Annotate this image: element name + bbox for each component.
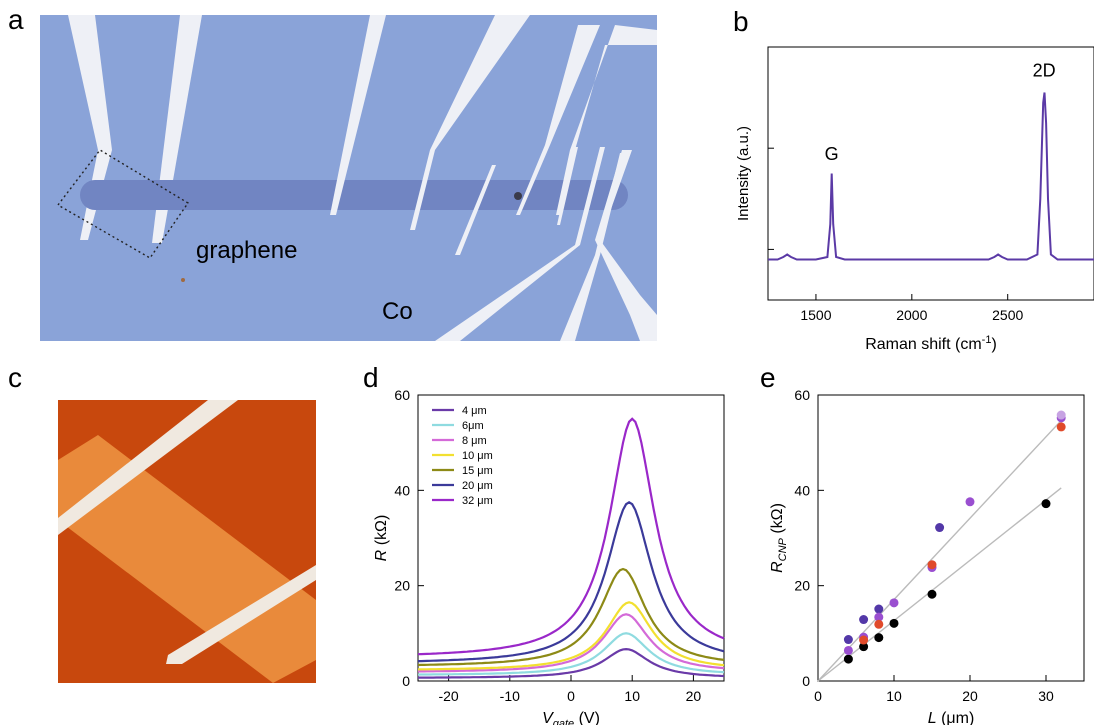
micrograph-image (40, 15, 657, 341)
fit-line (817, 487, 1062, 682)
y-axis-label: RCNP (kΩ) (769, 503, 789, 573)
graphene-stripe (58, 435, 316, 683)
graphene-label: graphene (196, 237, 298, 264)
legend-label: 20 μm (462, 480, 493, 492)
data-point (843, 654, 853, 664)
rcnp-length-chart: 0 10 20 30 0 20 40 60 L (μm) RCNP (kΩ) (769, 387, 1085, 725)
x-tick-label: 2000 (896, 307, 927, 323)
y-tick-label: 60 (394, 387, 410, 403)
y-tick-label: 20 (394, 578, 410, 594)
legend-label: 8 μm (462, 435, 487, 447)
panel-a-letter: a (8, 4, 24, 35)
electrode (166, 565, 316, 664)
x-tick-label: -20 (438, 688, 458, 704)
data-point (874, 633, 884, 643)
y-tick-label: 40 (794, 482, 810, 498)
co-label: Co (382, 298, 413, 325)
series-line (417, 567, 725, 667)
particle (181, 278, 185, 282)
x-tick-label: 20 (962, 688, 978, 704)
x-axis-label: Vgate (V) (542, 710, 600, 725)
y-tick-label: 60 (794, 387, 810, 403)
raman-chart: 1500 2000 2500 G 2D Raman shift (cm-1) Intensi… (735, 46, 1094, 353)
x-tick-label: 10 (886, 688, 902, 704)
y-axis-label: R (kΩ) (373, 515, 390, 562)
legend-label: 10 μm (462, 450, 493, 462)
electrode (58, 400, 238, 535)
data-point (874, 619, 884, 629)
data-point (965, 497, 975, 507)
electrode (330, 15, 386, 215)
electrode (556, 25, 657, 215)
y-axis-label: Intensity (a.u.) (735, 126, 752, 221)
substrate (40, 15, 657, 341)
data-point (843, 645, 853, 655)
data-point (1041, 499, 1051, 509)
data-point (874, 604, 884, 614)
data-point (874, 612, 884, 622)
panel-e-letter: e (760, 362, 776, 393)
y-tick-label: 40 (394, 482, 410, 498)
electrode (595, 150, 657, 341)
data-point (843, 635, 853, 645)
data-point (1056, 410, 1066, 420)
y-tick-label: 0 (802, 673, 810, 689)
panel-d-letter: d (363, 362, 379, 393)
afm-image (58, 400, 316, 683)
data-point (889, 618, 899, 628)
panel-b-letter: b (733, 6, 749, 37)
legend-label: 6μm (462, 420, 484, 432)
y-tick-label: 20 (794, 578, 810, 594)
selection-box (56, 149, 189, 259)
electrode (557, 147, 578, 225)
series-line (417, 601, 725, 671)
x-tick-label: 2500 (992, 307, 1023, 323)
data-point (927, 589, 937, 599)
particle (514, 192, 522, 200)
x-tick-label: 20 (686, 688, 702, 704)
data-point (859, 642, 869, 652)
legend-label: 32 μm (462, 495, 493, 507)
electrode (516, 25, 600, 215)
data-point (927, 560, 937, 570)
spectrum-line (768, 92, 1094, 261)
fit-line (817, 415, 1066, 682)
x-tick-label: 0 (567, 688, 575, 704)
x-axis-label: Raman shift (cm-1) (865, 334, 997, 353)
series-line (417, 632, 725, 676)
data-point (859, 635, 869, 645)
legend-label: 15 μm (462, 465, 493, 477)
data-point (935, 523, 945, 533)
data-point (889, 598, 899, 608)
series-line (418, 613, 725, 673)
data-point (1056, 422, 1066, 432)
y-tick-label: 0 (402, 673, 410, 689)
x-axis-label: L (μm) (928, 710, 975, 725)
peak-label: 2D (1033, 60, 1056, 80)
x-tick-label: 1500 (800, 307, 831, 323)
x-tick-label: 0 (814, 688, 822, 704)
legend-label: 4 μm (462, 405, 487, 417)
electrode (455, 165, 496, 255)
peak-label: G (825, 144, 839, 164)
series-line (418, 501, 725, 663)
resistance-gate-chart: -20 -10 0 10 20 0 20 40 60 4 μm 6μm 8 μm 10 μm 15 μm 2… (373, 387, 725, 725)
x-tick-label: 30 (1038, 688, 1054, 704)
x-tick-label: 10 (624, 688, 640, 704)
data-point (859, 615, 869, 625)
graphene-strip (80, 180, 628, 210)
plot-frame (767, 46, 1094, 301)
x-tick-label: -10 (500, 688, 520, 704)
series-line (417, 417, 725, 656)
plot-frame (817, 394, 1085, 682)
panel-c-letter: c (8, 362, 22, 393)
series-line (418, 647, 725, 679)
